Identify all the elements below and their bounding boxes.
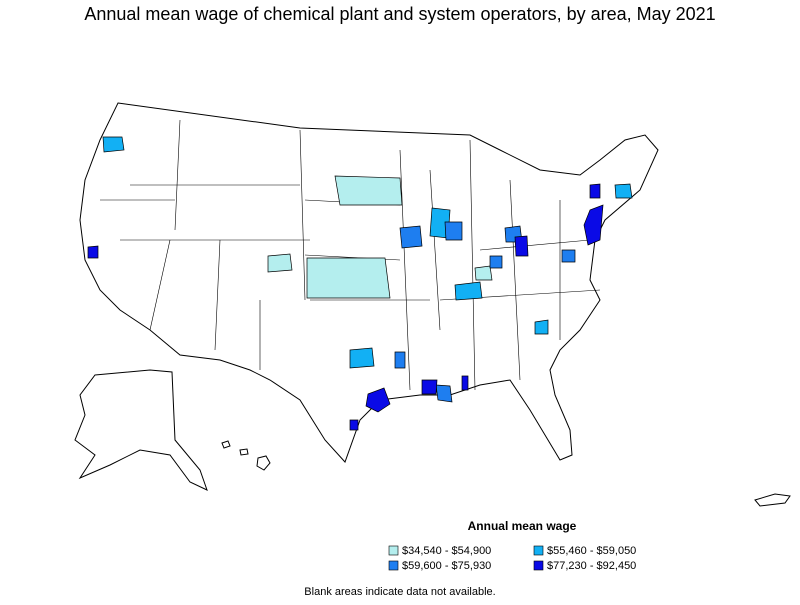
wage-area bbox=[306, 257, 391, 299]
legend-swatch bbox=[533, 560, 544, 571]
wage-area bbox=[461, 375, 469, 391]
alaska bbox=[74, 369, 208, 491]
footnote: Blank areas indicate data not available. bbox=[304, 586, 495, 598]
legend-swatch bbox=[388, 545, 399, 556]
wage-area bbox=[421, 379, 438, 395]
wage-area bbox=[435, 384, 453, 403]
wage-area bbox=[334, 175, 403, 206]
legend-label: $59,600 - $75,930 bbox=[402, 560, 491, 572]
wage-area bbox=[534, 319, 549, 335]
legend-title: Annual mean wage bbox=[468, 519, 577, 533]
wage-area bbox=[454, 281, 483, 301]
wage-area bbox=[561, 249, 576, 263]
puerto-rico bbox=[754, 493, 791, 507]
legend: Annual mean wage $34,540 - $54,900 $55,46… bbox=[388, 519, 636, 572]
wage-area bbox=[87, 245, 99, 259]
map-title: Annual mean wage of chemical plant and s… bbox=[84, 4, 715, 24]
borders bbox=[100, 119, 601, 391]
legend-swatch bbox=[388, 560, 399, 571]
legend-swatch bbox=[533, 545, 544, 556]
wage-area bbox=[444, 221, 463, 241]
wage-areas bbox=[87, 136, 633, 431]
wage-area bbox=[514, 235, 529, 257]
legend-label: $55,460 - $59,050 bbox=[547, 545, 636, 557]
wage-area bbox=[102, 136, 125, 153]
wage-area bbox=[399, 225, 423, 249]
wage-area bbox=[394, 351, 406, 369]
wage-area bbox=[349, 419, 359, 431]
wage-area bbox=[474, 265, 493, 281]
wage-area bbox=[349, 347, 375, 369]
hawaii bbox=[221, 440, 271, 471]
legend-label: $34,540 - $54,900 bbox=[402, 545, 491, 557]
wage-area bbox=[589, 183, 601, 199]
map bbox=[74, 102, 791, 507]
legend-label: $77,230 - $92,450 bbox=[547, 560, 636, 572]
wage-area bbox=[365, 387, 391, 413]
wage-area bbox=[267, 253, 293, 273]
wage-area bbox=[489, 255, 503, 269]
wage-area bbox=[614, 183, 633, 199]
wage-area bbox=[583, 204, 604, 246]
